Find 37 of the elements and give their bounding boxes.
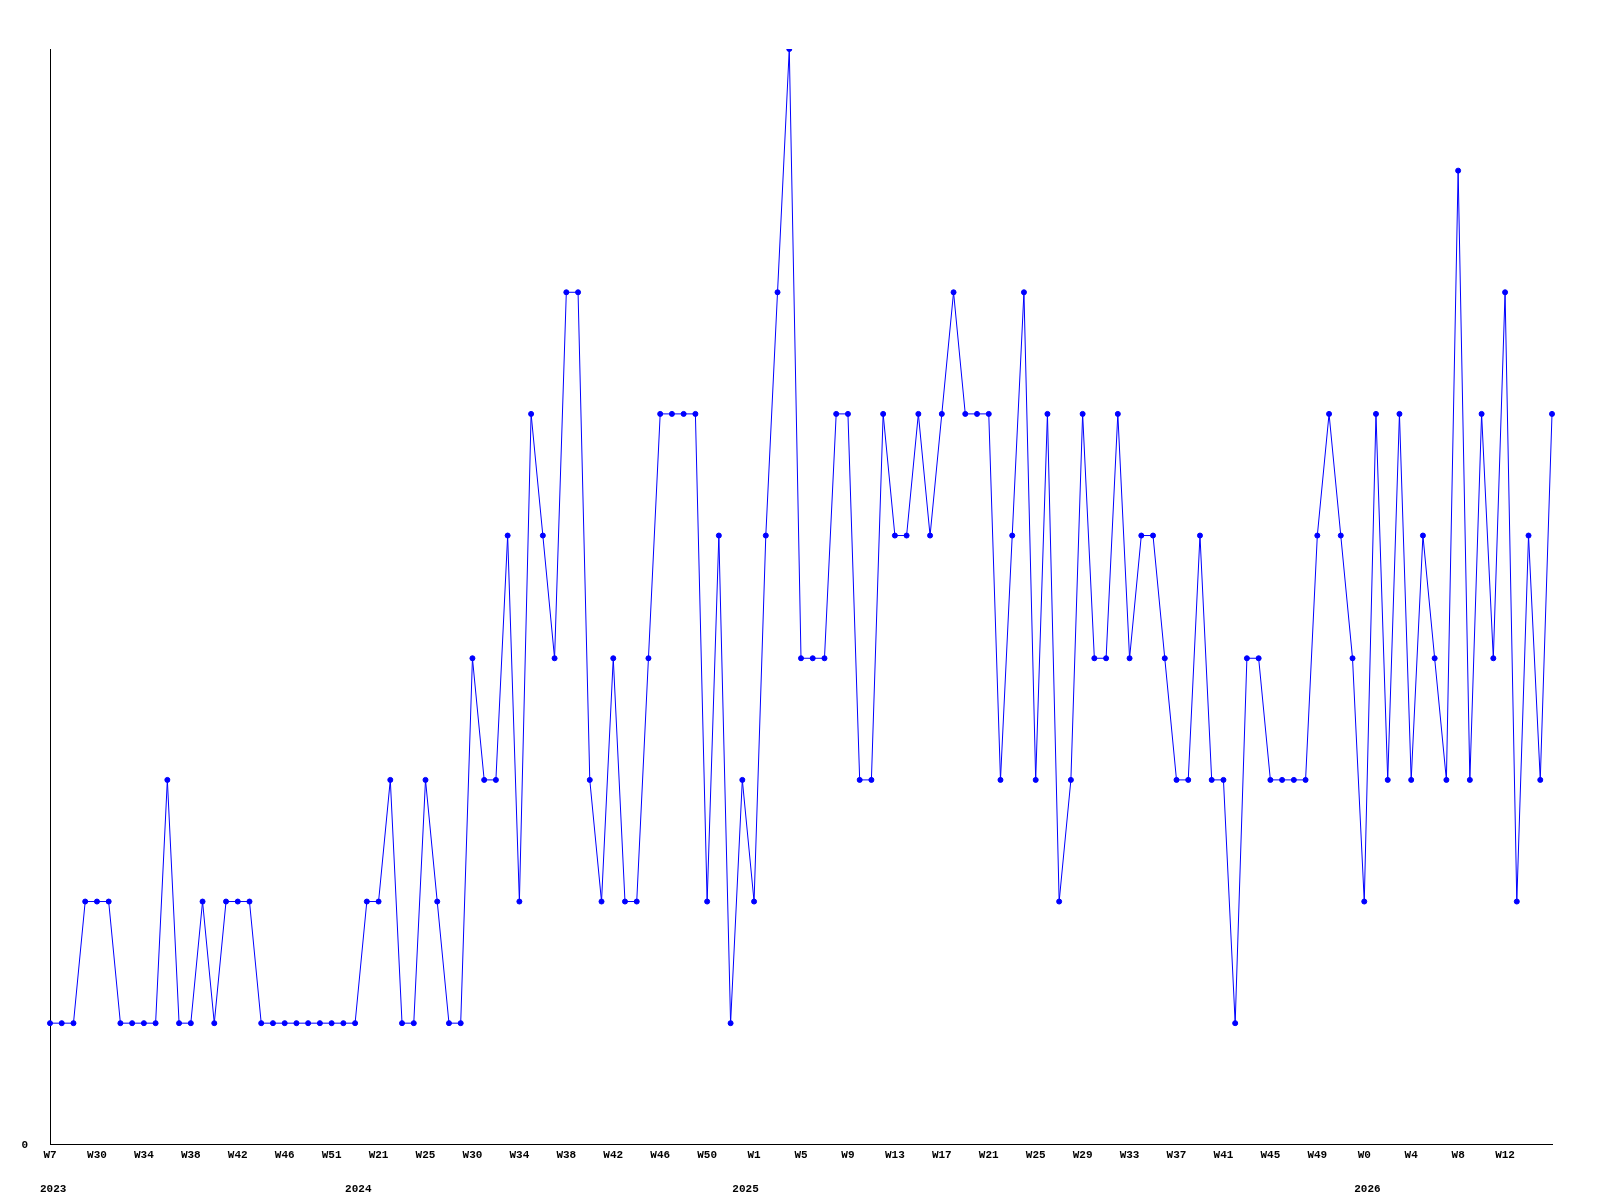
x-tick-label: W7	[43, 1149, 57, 1162]
x-tick-label: W13	[884, 1149, 906, 1162]
x-tick-label: W49	[1307, 1149, 1328, 1162]
x-tick-label: W1	[747, 1149, 762, 1162]
text: 2026	[1354, 1183, 1381, 1196]
x-tick-label: W8	[1451, 1149, 1466, 1162]
x-tick-label: W42	[603, 1149, 624, 1162]
x-tick-label: W42	[227, 1149, 248, 1162]
x-tick-label: W51	[321, 1149, 342, 1162]
x-tick-label: W12	[1495, 1149, 1515, 1162]
x-tick-label: W21	[978, 1149, 1000, 1162]
x-tick-label: W21	[368, 1149, 389, 1162]
x-tick-label: W46	[650, 1149, 671, 1162]
x-tick-label: W33	[1119, 1149, 1140, 1162]
x-tick-label: W17	[931, 1149, 952, 1162]
x-tick-label: W37	[1166, 1149, 1187, 1162]
x-tick-label: W4	[1404, 1149, 1419, 1162]
x-tick-label: W9	[841, 1149, 855, 1162]
x-tick-label: W45	[1260, 1149, 1281, 1162]
x-tick-label: W0	[1357, 1149, 1371, 1162]
text: 0	[21, 1138, 28, 1151]
x-tick-label: W46	[274, 1149, 295, 1162]
x-tick-label: W25	[1025, 1149, 1046, 1162]
text: 2024	[345, 1183, 372, 1196]
x-tick-label: W50	[697, 1149, 718, 1162]
x-tick-label: W34	[133, 1149, 155, 1162]
x-tick-label: W41	[1213, 1149, 1234, 1162]
x-tick-label: W29	[1072, 1149, 1093, 1162]
x-tick-label: W38	[180, 1149, 202, 1162]
x-tick-label: W34	[509, 1149, 530, 1162]
x-tick-label: W25	[415, 1149, 436, 1162]
text: 2025	[732, 1183, 760, 1196]
x-tick-label: W30	[87, 1149, 107, 1162]
x-tick-label: W5	[794, 1149, 808, 1162]
text: 2023	[40, 1183, 67, 1196]
x-tick-label: W30	[462, 1149, 483, 1162]
x-tick-label: W38	[556, 1149, 577, 1162]
